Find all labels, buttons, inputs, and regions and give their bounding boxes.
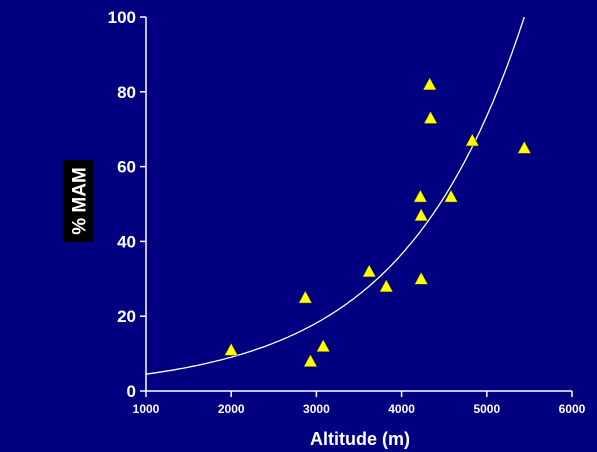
x-tick-label: 5000 [473, 402, 500, 416]
data-point-triangle [303, 354, 318, 367]
data-points-layer [224, 77, 532, 367]
y-tick-label: 60 [117, 158, 136, 177]
y-tick-label: 80 [117, 83, 136, 102]
x-tick-label: 6000 [559, 402, 586, 416]
data-point-triangle [379, 279, 394, 293]
data-point-triangle [414, 271, 429, 285]
y-tick-label: 20 [117, 307, 136, 326]
data-point-triangle [224, 342, 239, 356]
data-point-triangle [413, 189, 428, 203]
axes [140, 16, 573, 397]
data-point-triangle [414, 208, 429, 221]
y-tick-label: 0 [127, 382, 136, 401]
data-point-triangle [316, 339, 331, 352]
fit-curve-layer [145, 16, 525, 375]
x-tick-label: 1000 [133, 402, 160, 416]
data-point-triangle [444, 189, 458, 203]
x-axis-title: Altitude (m) [310, 429, 410, 449]
labels-layer: 0 20 40 60 80 100 1000 2000 3000 4000 5000 6000 Alti… [63, 8, 586, 449]
y-tick-label: 40 [117, 232, 136, 251]
data-point-triangle [298, 290, 313, 304]
data-point-triangle [517, 140, 532, 154]
y-axis-title: % MAM [70, 167, 91, 235]
y-axis-title-box [63, 160, 94, 242]
x-tick-label: 3000 [303, 402, 330, 416]
fit-curve [145, 16, 525, 375]
x-tick-label: 2000 [218, 402, 245, 416]
data-point-triangle [465, 133, 480, 147]
x-tick-label: 4000 [388, 402, 415, 416]
y-tick-label: 100 [108, 8, 136, 27]
data-point-triangle [423, 110, 438, 124]
data-point-triangle [362, 264, 377, 278]
data-point-triangle [422, 77, 437, 91]
